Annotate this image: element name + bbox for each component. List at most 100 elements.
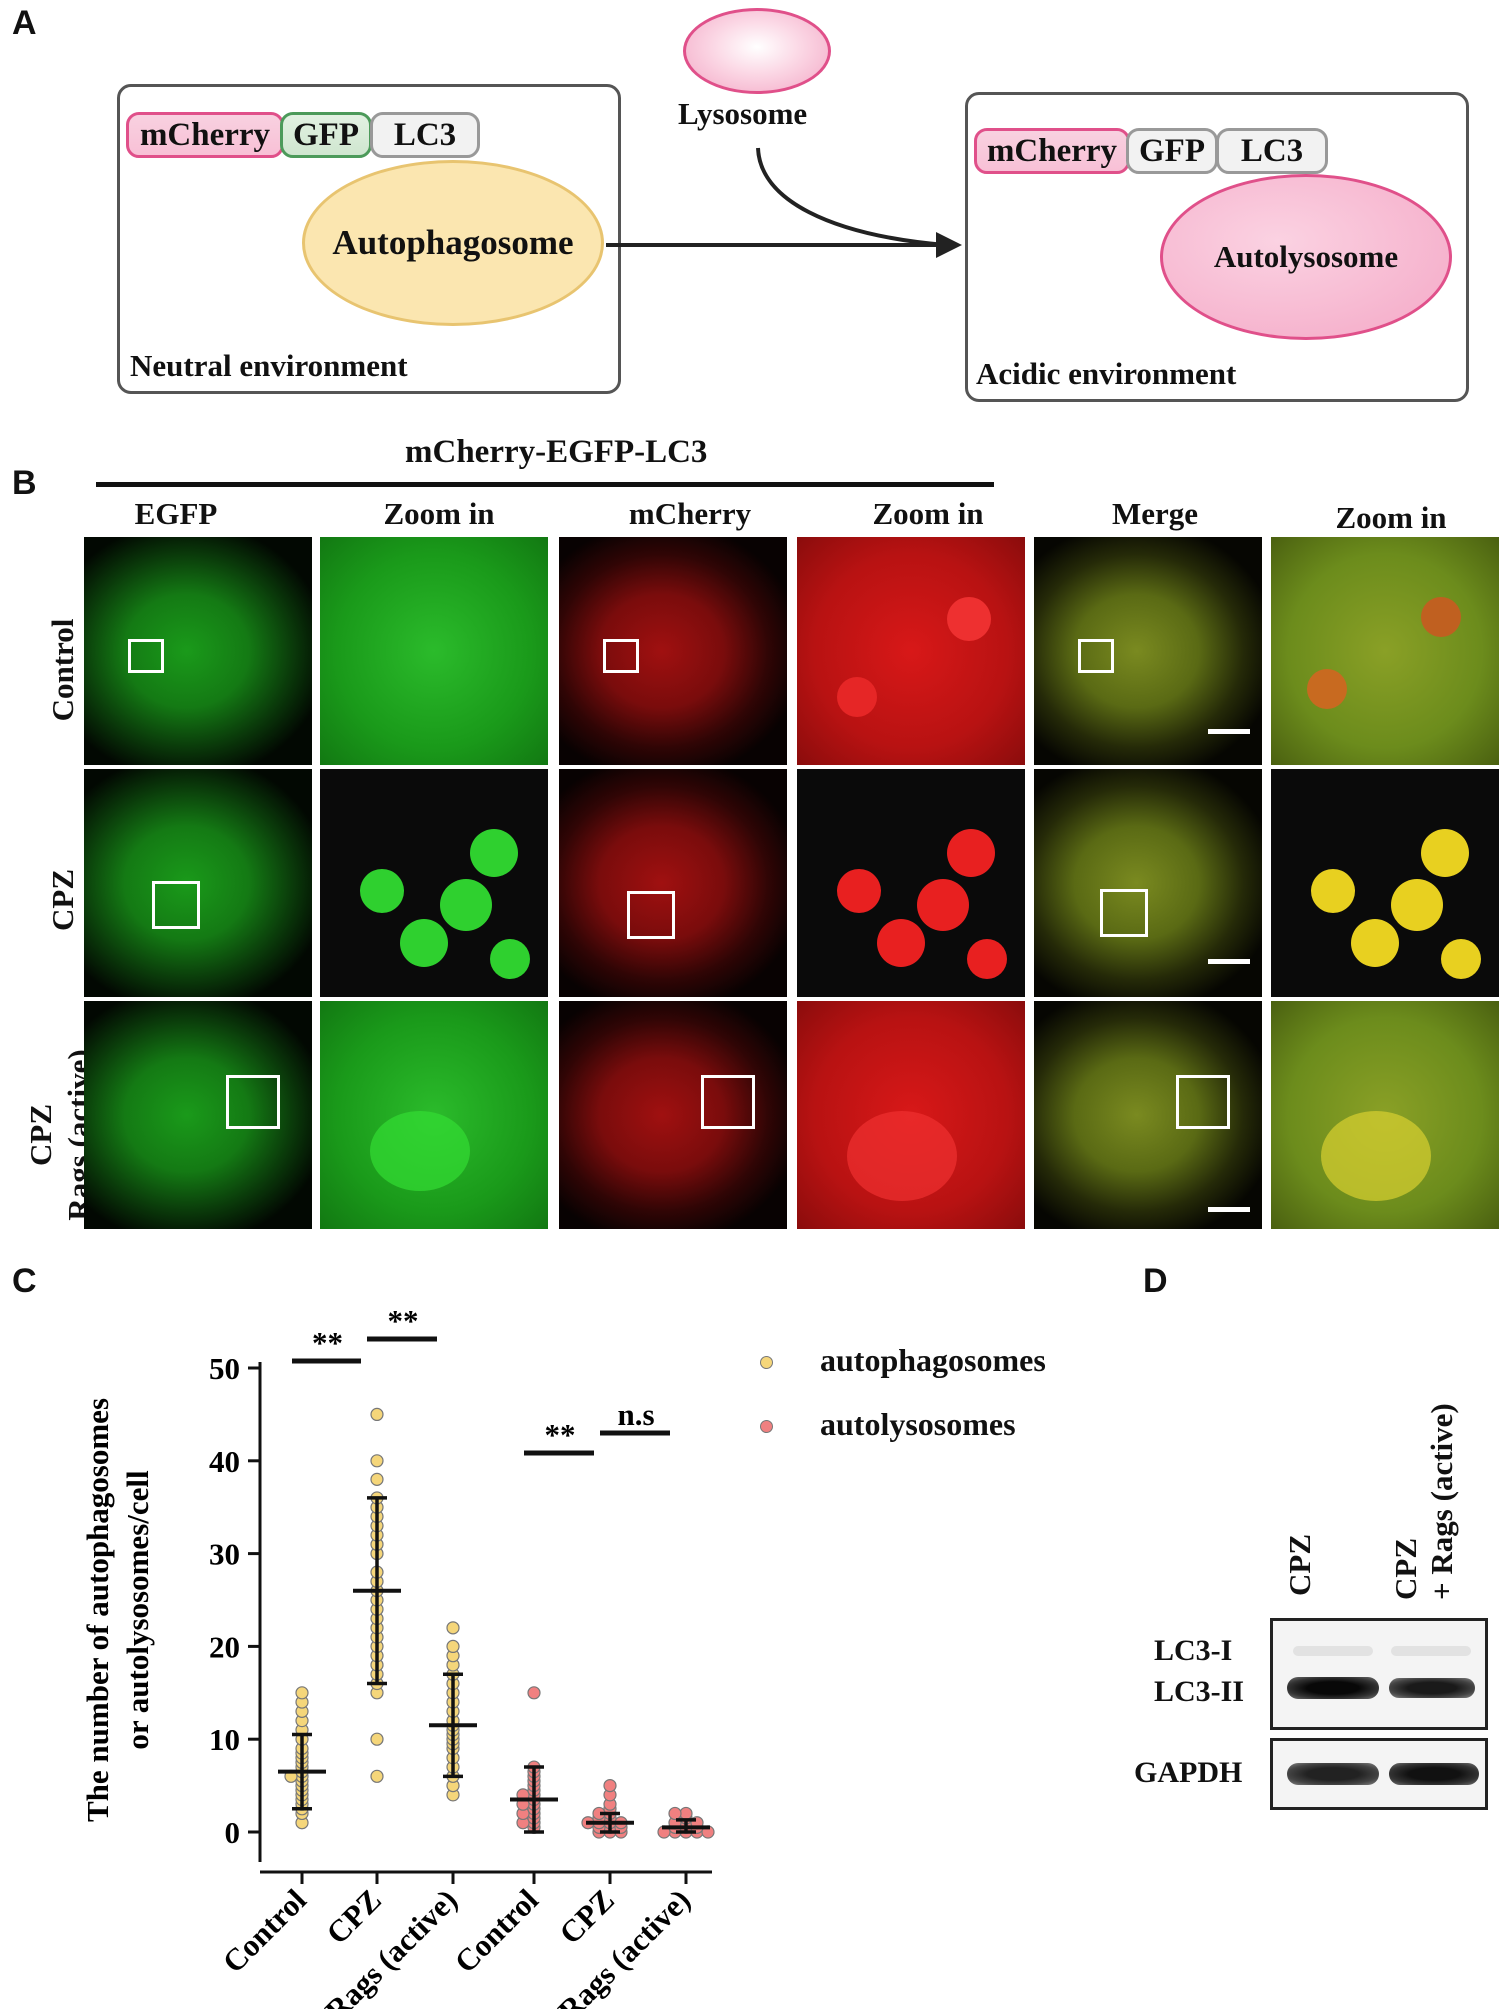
panel-letter-b: B bbox=[12, 464, 37, 502]
band-lc3-ii-lane1 bbox=[1287, 1677, 1379, 1699]
mcherry-tag-right: mCherry bbox=[974, 128, 1130, 174]
panel-letter-a: A bbox=[12, 4, 37, 42]
acidic-environment-label: Acidic environment bbox=[976, 356, 1237, 391]
construct-title: mCherry-EGFP-LC3 bbox=[405, 434, 708, 470]
img-control-mcherry-zoom bbox=[797, 537, 1025, 765]
zoom-box bbox=[1100, 889, 1148, 937]
img-cpz-rags-mcherry-zoom bbox=[797, 1001, 1025, 1229]
lysosome-label: Lysosome bbox=[678, 96, 808, 131]
significance-label: ** bbox=[388, 1303, 419, 1338]
zoom-box bbox=[226, 1075, 280, 1129]
gfp-tag-right: GFP bbox=[1126, 128, 1218, 174]
col-header-zoom-1: Zoom in bbox=[383, 496, 495, 531]
panel-letter-d: D bbox=[1143, 1262, 1168, 1300]
panel-a-arrows bbox=[606, 147, 962, 258]
autolysosome-ellipse: Autolysosome bbox=[1160, 174, 1452, 340]
scale-bar bbox=[1208, 729, 1250, 734]
legend-autolysosomes-marker bbox=[760, 1420, 773, 1433]
y-tick-label: 40 bbox=[209, 1444, 240, 1479]
data-point bbox=[370, 1472, 384, 1486]
data-point bbox=[603, 1778, 617, 1793]
data-point bbox=[370, 1769, 384, 1783]
zoom-box bbox=[128, 639, 164, 673]
data-point bbox=[527, 1686, 541, 1700]
data-point bbox=[446, 1639, 460, 1653]
scale-bar bbox=[1208, 959, 1250, 964]
img-cpz-rags-egfp bbox=[84, 1001, 312, 1229]
lane-label-cpz-rags-line2: + Rags (active) bbox=[1424, 1403, 1459, 1600]
img-cpz-rags-merge bbox=[1034, 1001, 1262, 1229]
x-tick-label: Control bbox=[216, 1882, 314, 1980]
scale-bar bbox=[1208, 1207, 1250, 1212]
img-cpz-merge bbox=[1034, 769, 1262, 997]
data-point bbox=[370, 1454, 384, 1468]
zoom-box bbox=[1176, 1075, 1230, 1129]
col-header-mcherry: mCherry bbox=[628, 496, 752, 531]
significance-label: n.s bbox=[617, 1397, 654, 1432]
img-control-merge bbox=[1034, 537, 1262, 765]
y-axis-label: The number of autophagosomes bbox=[80, 1398, 115, 1822]
y-tick-label: 10 bbox=[209, 1722, 240, 1757]
significance-label: ** bbox=[312, 1325, 343, 1360]
x-tick-label: CPZ bbox=[319, 1882, 388, 1951]
img-cpz-egfp bbox=[84, 769, 312, 997]
data-point bbox=[295, 1686, 309, 1700]
y-tick-label: 30 bbox=[209, 1537, 240, 1572]
lane-label-cpz-rags-line1: CPZ bbox=[1388, 1538, 1423, 1600]
legend-autophagosomes-label: autophagosomes bbox=[820, 1342, 1046, 1378]
y-tick-label: 50 bbox=[209, 1351, 240, 1386]
zoom-box bbox=[701, 1075, 755, 1129]
legend-autolysosomes-label: autolysosomes bbox=[820, 1406, 1016, 1442]
construct-bar bbox=[96, 482, 994, 487]
panel-letter-c: C bbox=[12, 1262, 37, 1300]
lane-label-cpz-rags: CPZ + Rags (active) bbox=[1388, 1403, 1460, 1600]
img-control-merge-zoom bbox=[1271, 537, 1499, 765]
lc3-tag-left: LC3 bbox=[370, 112, 480, 158]
zoom-box bbox=[152, 881, 200, 929]
col-header-zoom-2: Zoom in bbox=[872, 496, 984, 531]
neutral-environment-label: Neutral environment bbox=[130, 348, 408, 383]
band-lc3-i-lane2 bbox=[1391, 1646, 1471, 1656]
data-point bbox=[679, 1806, 693, 1821]
row-label-control: Control bbox=[45, 618, 80, 722]
mcherry-tag-left: mCherry bbox=[126, 112, 284, 158]
img-cpz-merge-zoom bbox=[1271, 769, 1499, 997]
lysosome-ellipse bbox=[683, 8, 831, 94]
significance-label: ** bbox=[545, 1417, 576, 1452]
blot-gapdh bbox=[1270, 1738, 1488, 1810]
img-control-mcherry bbox=[559, 537, 787, 765]
y-tick-label: 20 bbox=[209, 1629, 240, 1664]
img-control-egfp-zoom bbox=[320, 537, 548, 765]
autophagosome-ellipse: Autophagosome bbox=[302, 160, 604, 326]
col-header-egfp: EGFP bbox=[134, 496, 218, 531]
band-lc3-i-lane1 bbox=[1293, 1646, 1373, 1656]
legend-autophagosomes-marker bbox=[760, 1356, 773, 1369]
img-cpz-rags-merge-zoom bbox=[1271, 1001, 1499, 1229]
band-gapdh-lane1 bbox=[1287, 1763, 1379, 1785]
blot-lc3 bbox=[1270, 1618, 1488, 1730]
zoom-box bbox=[627, 891, 675, 939]
x-tick-label: Control bbox=[448, 1882, 546, 1980]
zoom-box bbox=[603, 639, 639, 673]
lc3-tag-right: LC3 bbox=[1216, 128, 1328, 174]
band-gapdh-lane2 bbox=[1389, 1763, 1479, 1785]
y-axis-label: or autolysosomes/cell bbox=[120, 1470, 155, 1750]
lysosome-curve-arrow bbox=[756, 147, 946, 247]
col-header-merge: Merge bbox=[1111, 496, 1199, 531]
zoom-box bbox=[1078, 639, 1114, 673]
img-cpz-rags-mcherry bbox=[559, 1001, 787, 1229]
img-cpz-rags-egfp-zoom bbox=[320, 1001, 548, 1229]
img-control-egfp bbox=[84, 537, 312, 765]
band-label-gapdh: GAPDH bbox=[1134, 1756, 1243, 1789]
row-label-cpz: CPZ bbox=[45, 869, 80, 931]
lane-label-cpz: CPZ bbox=[1282, 1534, 1317, 1596]
data-point bbox=[446, 1621, 460, 1635]
arrowhead-icon bbox=[936, 232, 962, 258]
img-cpz-egfp-zoom bbox=[320, 769, 548, 997]
img-cpz-mcherry-zoom bbox=[797, 769, 1025, 997]
band-label-lc3-i: LC3-I bbox=[1154, 1634, 1233, 1667]
x-tick-label: CPZ bbox=[552, 1882, 621, 1951]
data-point bbox=[370, 1732, 384, 1746]
band-lc3-ii-lane2 bbox=[1389, 1678, 1475, 1698]
